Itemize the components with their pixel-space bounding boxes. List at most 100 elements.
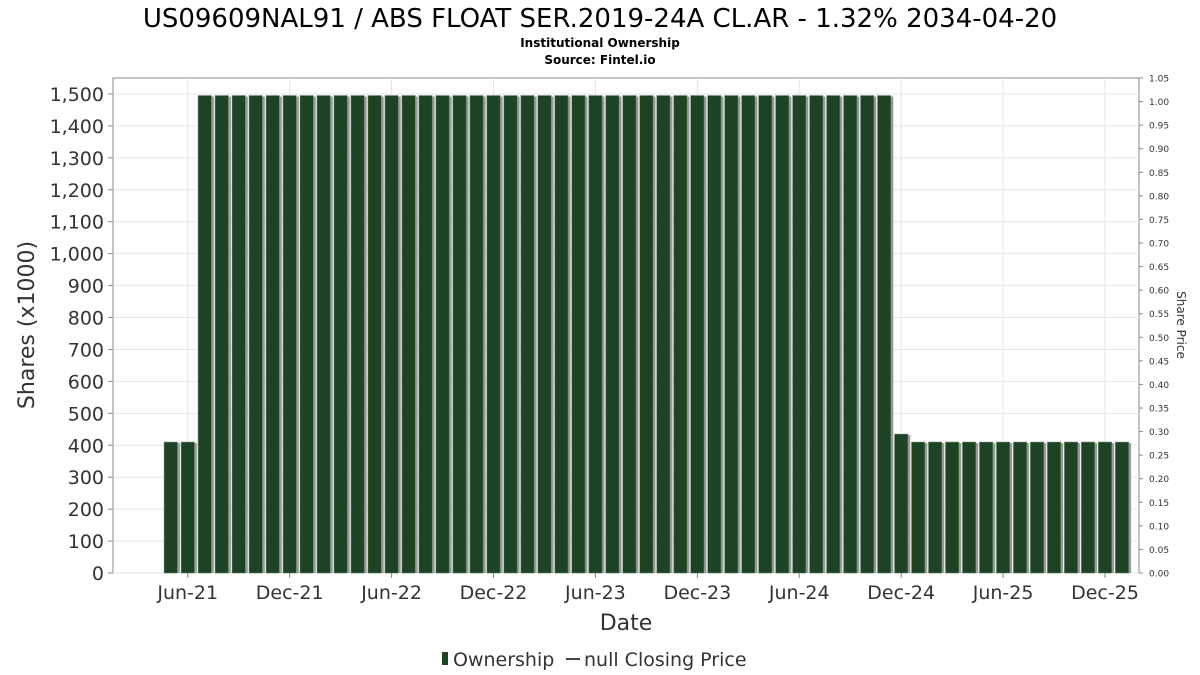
y-tick-label: 1,300 [50, 148, 104, 170]
ownership-bar [333, 95, 348, 574]
y2-axis-label: Share Price [1174, 291, 1188, 359]
ownership-bar [894, 433, 909, 574]
y-tick-label: 100 [68, 531, 104, 553]
y2-tick-label: 0.50 [1149, 334, 1169, 344]
y2-tick-label: 1.00 [1149, 98, 1169, 108]
y2-tick-label: 0.10 [1149, 522, 1169, 532]
ownership-bar [214, 95, 229, 574]
y2-tick-label: 0.20 [1149, 475, 1169, 485]
ownership-bar [792, 95, 807, 574]
ownership-bar [469, 95, 484, 574]
chart-subtitle: Institutional Ownership [520, 36, 680, 50]
ownership-bar [945, 441, 960, 574]
ownership-bar [350, 95, 365, 574]
ownership-bar [741, 95, 756, 574]
y-tick-label: 500 [68, 403, 104, 425]
ownership-bar [826, 95, 841, 574]
y-tick-label: 200 [68, 499, 104, 521]
x-axis: Jun-21 Dec-21 Jun-22 Dec-22 Jun-23 Dec-23 Jun-… [156, 573, 1139, 604]
y-tick-label: 700 [68, 339, 104, 361]
ownership-bars [163, 95, 1132, 574]
y2-tick-label: 0.15 [1149, 499, 1169, 509]
ownership-bar [316, 95, 331, 574]
y2-tick-label: 0.90 [1149, 145, 1169, 155]
y-axis-left: 0 100 200 300 400 500 600 700 800 900 1,000 1,100 1,… [50, 84, 113, 585]
y-tick-label: 1,400 [50, 116, 104, 138]
ownership-bar [928, 441, 943, 574]
x-tick-label: Jun-24 [768, 582, 830, 604]
x-tick-label: Jun-25 [972, 582, 1034, 604]
ownership-bar [1064, 441, 1078, 574]
y2-tick-label: 0.75 [1149, 216, 1169, 226]
legend-ownership-label: Ownership [453, 649, 554, 671]
y-tick-label: 0 [92, 563, 104, 585]
y2-tick-label: 0.30 [1149, 428, 1169, 438]
y-tick-label: 1,500 [50, 84, 104, 106]
y2-tick-label: 0.35 [1149, 405, 1169, 415]
ownership-bar [418, 95, 433, 574]
ownership-bar [605, 95, 620, 574]
ownership-bar [435, 95, 450, 574]
ownership-bar [588, 95, 603, 574]
ownership-bar [554, 95, 569, 574]
x-tick-label: Jun-23 [564, 582, 626, 604]
ownership-bar [248, 95, 263, 574]
ownership-bar [656, 95, 671, 574]
y2-tick-label: 0.45 [1149, 357, 1169, 367]
x-axis-label: Date [600, 611, 653, 636]
ownership-bar [724, 95, 739, 574]
ownership-bar [707, 95, 722, 574]
y-axis-right: 0.00 0.05 0.10 0.15 0.20 0.25 0.30 0.35 0.40 0.45… [1139, 75, 1169, 580]
ownership-bar [401, 95, 416, 574]
legend-price-label: null Closing Price [584, 649, 747, 671]
y-tick-label: 300 [68, 467, 104, 489]
ownership-bar [452, 95, 467, 574]
y2-tick-label: 0.80 [1149, 192, 1169, 202]
ownership-bar [962, 441, 977, 574]
ownership-bar [860, 95, 875, 574]
y-tick-label: 600 [68, 371, 104, 393]
ownership-bar [639, 95, 654, 574]
y-axis-label: Shares (x1000) [15, 241, 40, 409]
y-tick-label: 1,200 [50, 180, 104, 202]
ownership-bar [299, 95, 314, 574]
ownership-bar [1115, 441, 1129, 574]
ownership-bar [384, 95, 399, 574]
y2-tick-label: 0.65 [1149, 263, 1169, 273]
legend: Ownership null Closing Price [442, 649, 747, 671]
ownership-bar [1047, 441, 1061, 574]
ownership-bar [520, 95, 535, 574]
y2-tick-label: 0.85 [1149, 169, 1169, 179]
ownership-bar [673, 95, 688, 574]
ownership-bar [163, 441, 178, 574]
chart-title: US09609NAL91 / ABS FLOAT SER.2019-24A CL… [143, 4, 1057, 34]
ownership-bar [911, 441, 926, 574]
y2-tick-label: 0.05 [1149, 546, 1169, 556]
ownership-bar [1013, 441, 1028, 574]
y2-tick-label: 1.05 [1149, 75, 1169, 85]
ownership-bar [843, 95, 858, 574]
y-tick-label: 1,100 [50, 212, 104, 234]
chart-source: Source: Fintel.io [544, 53, 655, 67]
y2-tick-label: 0.70 [1149, 240, 1169, 250]
y2-tick-label: 0.95 [1149, 122, 1169, 132]
ownership-bar [503, 95, 518, 574]
x-tick-label: Dec-23 [663, 582, 731, 604]
ownership-bar [180, 441, 195, 574]
ownership-bar [197, 95, 212, 574]
ownership-bar [775, 95, 790, 574]
y-tick-label: 1,000 [50, 244, 104, 266]
ownership-bar [979, 441, 994, 574]
ownership-bar [231, 95, 246, 574]
ownership-bar [809, 95, 824, 574]
ownership-bar [367, 95, 382, 574]
legend-ownership-swatch [442, 652, 448, 665]
ownership-bar [537, 95, 552, 574]
ownership-bar [622, 95, 637, 574]
ownership-bar [996, 441, 1011, 574]
y-tick-label: 900 [68, 276, 104, 298]
x-tick-label: Jun-22 [360, 582, 422, 604]
y2-tick-label: 0.25 [1149, 452, 1169, 462]
y2-tick-label: 0.00 [1149, 570, 1169, 580]
